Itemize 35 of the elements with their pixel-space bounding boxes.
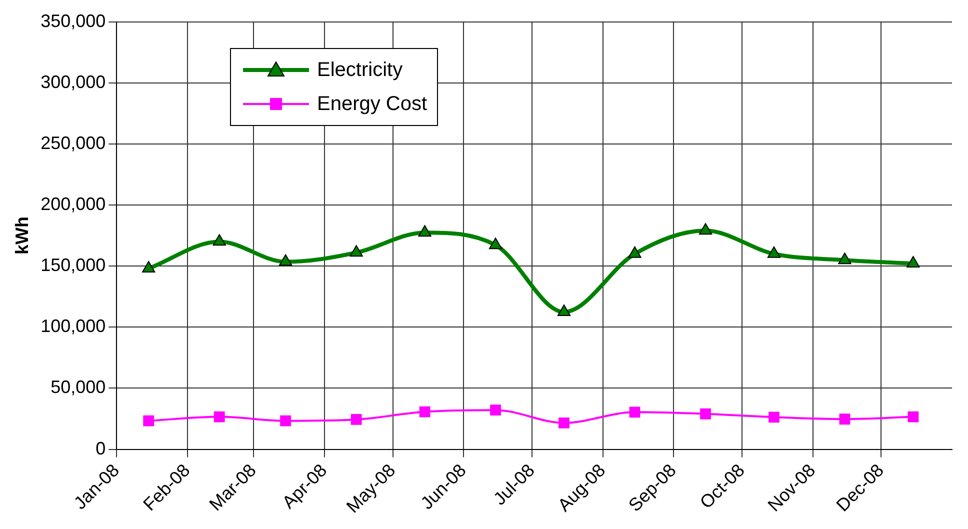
point xyxy=(839,414,850,425)
point xyxy=(698,223,712,235)
point xyxy=(350,245,363,257)
y-tick-label: 250,000 xyxy=(40,132,106,153)
point xyxy=(278,254,292,266)
point xyxy=(558,417,570,428)
point xyxy=(490,404,501,416)
point xyxy=(350,414,362,425)
point xyxy=(418,225,432,237)
point xyxy=(557,304,571,316)
legend-label: Energy Cost xyxy=(317,92,428,116)
point xyxy=(212,234,226,246)
point xyxy=(488,238,502,250)
y-tick-label: 300,000 xyxy=(40,72,106,92)
point xyxy=(906,256,920,268)
point xyxy=(214,411,225,422)
point xyxy=(628,246,642,258)
y-tick-label: 50,000 xyxy=(50,377,106,398)
point xyxy=(908,411,919,422)
point xyxy=(142,261,156,273)
y-tick-label: 150,000 xyxy=(40,255,106,276)
point xyxy=(143,415,154,426)
y-tick-label: 200,000 xyxy=(40,194,106,214)
point xyxy=(280,415,292,426)
point xyxy=(629,406,640,418)
point xyxy=(767,246,781,258)
legend-label: Electricity xyxy=(317,58,403,82)
point xyxy=(768,412,780,423)
point xyxy=(838,252,852,264)
point xyxy=(700,408,711,420)
y-tick-label: 100,000 xyxy=(40,316,106,336)
y-axis-title: kWh xyxy=(12,216,32,255)
point xyxy=(419,406,430,418)
y-tick-label: 0 xyxy=(96,438,106,458)
y-tick-label: 350,000 xyxy=(40,10,106,31)
